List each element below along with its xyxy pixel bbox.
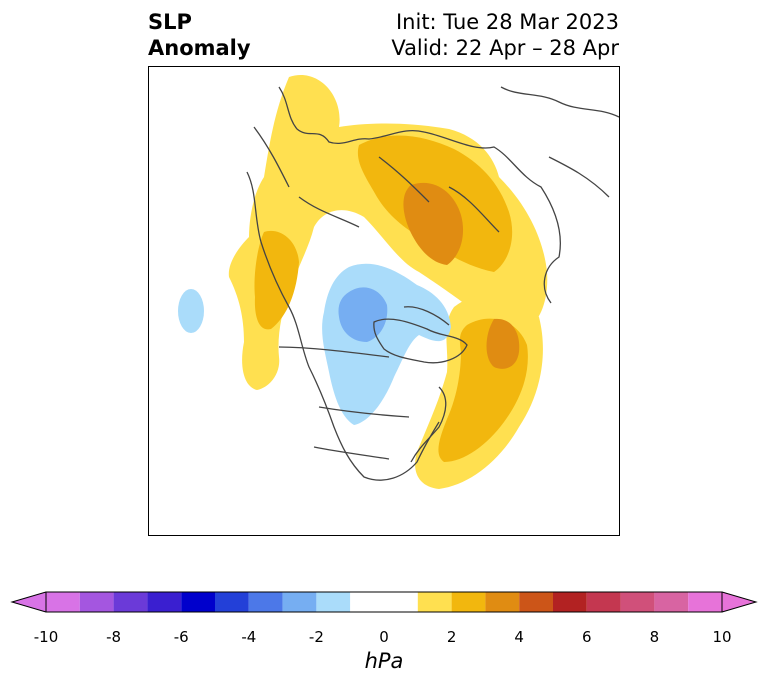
colorbar-bin bbox=[519, 592, 553, 612]
plot-title-right: Init: Tue 28 Mar 2023 Valid: 22 Apr – 28… bbox=[391, 9, 619, 61]
colorbar-extend-right bbox=[722, 592, 756, 612]
map-panel bbox=[148, 66, 620, 536]
colorbar-left-edge bbox=[10, 591, 47, 613]
colorbar-extend-left bbox=[12, 592, 46, 612]
colorbar-bin bbox=[553, 592, 587, 612]
colorbar-bin bbox=[688, 592, 722, 612]
colorbar-tick-label: 6 bbox=[582, 628, 592, 646]
anomaly-positive-siberia-core bbox=[403, 182, 464, 265]
slp-anomaly-map bbox=[149, 75, 619, 489]
colorbar-bin bbox=[654, 592, 689, 612]
anomaly-positive-atlantic-core bbox=[486, 318, 520, 369]
colorbar-tick-label: -6 bbox=[173, 628, 189, 646]
colorbar-bin bbox=[46, 592, 80, 612]
colorbar-bin bbox=[147, 592, 182, 612]
colorbar bbox=[10, 591, 758, 613]
title-anomaly: Anomaly bbox=[148, 36, 251, 60]
colorbar-bin bbox=[316, 592, 351, 612]
colorbar-tick-label: 0 bbox=[379, 628, 389, 646]
colorbar-right-edge bbox=[721, 591, 758, 613]
title-variable: SLP bbox=[148, 10, 192, 34]
colorbar-outline bbox=[45, 591, 723, 613]
colorbar-bin bbox=[282, 592, 317, 612]
anomaly-negative-canada bbox=[322, 263, 451, 425]
colorbar-tick-label: 8 bbox=[649, 628, 660, 646]
init-date: Init: Tue 28 Mar 2023 bbox=[395, 10, 619, 34]
anomaly-negative-canada-core bbox=[338, 287, 388, 342]
colorbar-tick-label: 10 bbox=[712, 628, 732, 646]
valid-range: Valid: 22 Apr – 28 Apr bbox=[391, 36, 619, 60]
colorbar-tick-label: -10 bbox=[33, 628, 59, 646]
colorbar-bin bbox=[248, 592, 283, 612]
colorbar-bin bbox=[79, 592, 114, 612]
colorbar-bin bbox=[620, 592, 655, 612]
colorbar-bin bbox=[451, 592, 486, 612]
anomaly-positive-eurasia bbox=[228, 75, 548, 390]
data-wedge bbox=[149, 285, 163, 319]
colorbar-bin bbox=[485, 592, 520, 612]
colorbar-bin bbox=[113, 592, 148, 612]
colorbar-bin bbox=[417, 592, 452, 612]
colorbar-tick-label: -8 bbox=[106, 628, 122, 646]
plot-title-left: SLP Anomaly bbox=[148, 9, 251, 61]
coastlines bbox=[246, 86, 619, 481]
colorbar-tick-label: -2 bbox=[308, 628, 324, 646]
colorbar-bin bbox=[215, 592, 249, 612]
colorbar-units: hPa bbox=[364, 649, 404, 673]
colorbar-tick-label: 2 bbox=[446, 628, 457, 646]
colorbar-tick-label: -4 bbox=[241, 628, 257, 646]
colorbar-tick-label: 4 bbox=[514, 628, 524, 646]
anomaly-negative-central-pacific bbox=[178, 289, 204, 333]
colorbar-bin bbox=[586, 592, 621, 612]
colorbar-bin bbox=[350, 592, 418, 612]
colorbar-bin bbox=[181, 592, 215, 612]
